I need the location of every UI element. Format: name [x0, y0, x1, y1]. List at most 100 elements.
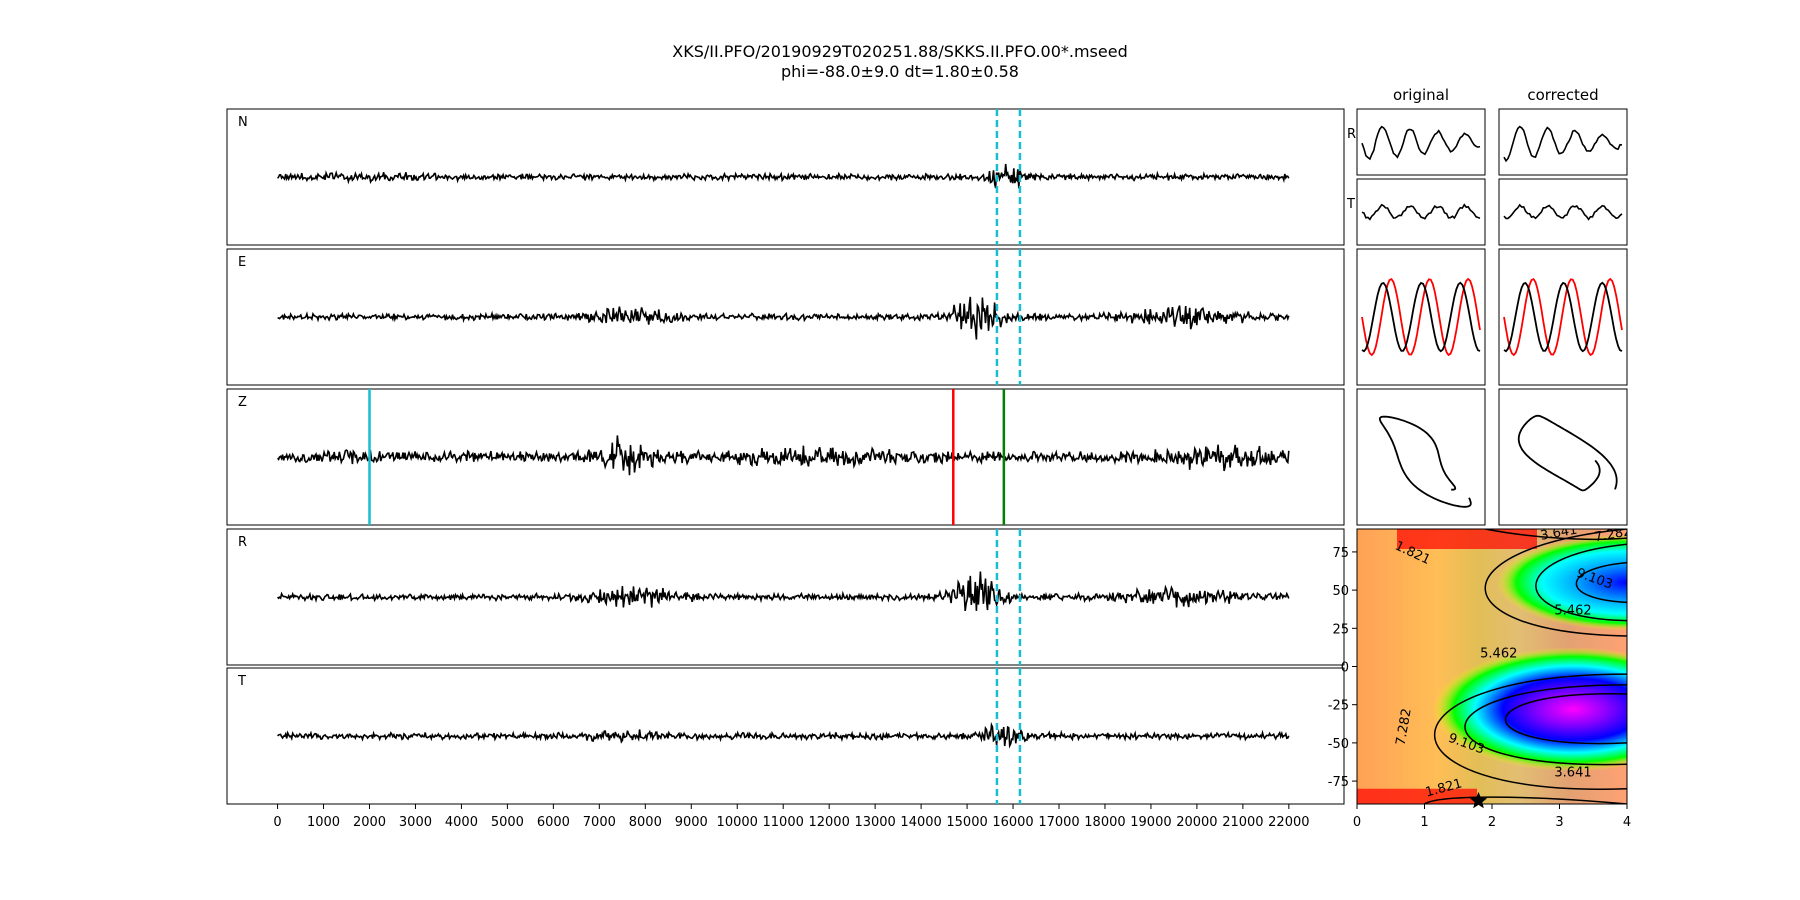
particle-motion-1 [1498, 388, 1628, 526]
y-tick-label: 50 [1332, 584, 1349, 599]
contour-line-7 [1485, 529, 1627, 541]
contour-line-2 [1504, 693, 1627, 745]
title-line-2: phi=-88.0±9.0 dt=1.80±0.58 [781, 62, 1019, 81]
thumb-frame [1356, 178, 1486, 246]
trace-label-N: N [238, 115, 248, 130]
overlay-panel-1 [1498, 248, 1628, 386]
x-tick-label: 4000 [445, 815, 478, 830]
particle-path [1378, 415, 1472, 508]
particle-frame [1498, 388, 1628, 526]
column-title-1: corrected [1527, 86, 1598, 104]
minimum-star-marker [1469, 791, 1488, 809]
thumb-trace [1361, 125, 1481, 161]
surface-x-tick-label: 3 [1555, 815, 1563, 830]
trace-frame-E [226, 248, 1345, 386]
x-tick-label: 20000 [1176, 815, 1217, 830]
trace-panel-N: N [226, 108, 1345, 246]
contour-line-1 [1464, 684, 1627, 766]
thumb-row-label-T: T [1346, 197, 1355, 212]
x-tick-label: 5000 [491, 815, 524, 830]
x-tick-label: 6000 [537, 815, 570, 830]
waveform-E [277, 296, 1290, 340]
particle-motion-0 [1356, 388, 1486, 526]
trace-frame-N [226, 108, 1345, 246]
x-tick-label: 9000 [675, 815, 708, 830]
overlay-trace-1 [1361, 281, 1481, 353]
overlay-frame [1356, 248, 1486, 386]
x-tick-label: 21000 [1222, 815, 1263, 830]
trace-frame-R [226, 528, 1345, 666]
thumb-trace [1503, 203, 1623, 221]
contour-label-5: 5.462 [1480, 646, 1517, 661]
contour-label-6: 7.282 [1394, 707, 1415, 746]
trace-panel-Z: Z [226, 388, 1345, 526]
trace-label-R: R [238, 535, 247, 550]
y-tick-label: -25 [1328, 699, 1349, 714]
contour-line-5 [1535, 543, 1627, 622]
overlay-trace-1 [1503, 281, 1623, 353]
contour-line-0 [1433, 673, 1627, 790]
x-tick-label: 7000 [583, 815, 616, 830]
x-tick-label: 2000 [353, 815, 386, 830]
trace-label-T: T [237, 674, 246, 689]
surface-x-tick-label: 4 [1623, 815, 1631, 830]
surface-x-tick-label: 2 [1488, 815, 1496, 830]
trace-label-E: E [238, 255, 246, 270]
x-tick-label: 1000 [307, 815, 340, 830]
x-tick-label: 22000 [1268, 815, 1309, 830]
title-line-1: XKS/II.PFO/20190929T020251.88/SKKS.II.PF… [672, 42, 1128, 61]
waveform-R [277, 571, 1290, 612]
thumb-frame [1356, 108, 1486, 176]
thumb-frame [1498, 178, 1628, 246]
particle-path [1517, 414, 1618, 492]
trace-label-Z: Z [238, 395, 247, 410]
overlay-trace-0 [1361, 277, 1481, 357]
overlay-frame [1498, 248, 1628, 386]
contour-label-3: 7.282 [1593, 524, 1632, 545]
x-tick-label: 16000 [992, 815, 1033, 830]
y-tick-label: -75 [1328, 775, 1349, 790]
trace-panel-R: R [226, 528, 1345, 666]
surface-x-tick-label: 1 [1420, 815, 1428, 830]
waveform-T [277, 721, 1290, 749]
thumb-R-0 [1356, 108, 1486, 176]
thumb-T-1 [1498, 178, 1628, 246]
x-tick-label: 17000 [1038, 815, 1079, 830]
x-tick-label: 19000 [1130, 815, 1171, 830]
thumb-T-0 [1356, 178, 1486, 246]
x-tick-label: 13000 [854, 815, 895, 830]
x-tick-label: 0 [273, 815, 281, 830]
x-tick-label: 11000 [763, 815, 804, 830]
surface-red-low [1357, 788, 1477, 804]
surface-red-high [1397, 529, 1537, 549]
surface-minimum-region [1433, 647, 1627, 772]
x-tick-label: 3000 [399, 815, 432, 830]
overlay-panel-0 [1356, 248, 1486, 386]
waveform-Z [276, 435, 1290, 476]
trace-panel-E: E [226, 248, 1345, 386]
x-tick-label: 10000 [717, 815, 758, 830]
y-tick-label: 25 [1332, 622, 1349, 637]
thumb-frame [1498, 108, 1628, 176]
waveform-N [276, 163, 1290, 189]
surface-x-tick-label: 0 [1353, 815, 1361, 830]
figure-title: XKS/II.PFO/20190929T020251.88/SKKS.II.PF… [0, 42, 1800, 82]
trace-frame-T [226, 667, 1345, 805]
thumb-R-1 [1498, 108, 1628, 176]
trace-panel-T: T [226, 667, 1345, 805]
overlay-trace-0 [1503, 277, 1623, 357]
x-tick-label: 12000 [808, 815, 849, 830]
x-tick-label: 8000 [629, 815, 662, 830]
contour-line-4 [1484, 529, 1627, 637]
x-tick-label: 15000 [946, 815, 987, 830]
thumb-trace [1361, 203, 1481, 221]
y-tick-label: -50 [1328, 737, 1349, 752]
y-tick-label: 75 [1332, 546, 1349, 561]
y-tick-label: 0 [1341, 661, 1349, 676]
contour-line-6 [1575, 561, 1627, 604]
thumb-trace [1503, 125, 1623, 163]
surface-upper-region [1497, 534, 1627, 631]
contour-line-3 [1424, 796, 1627, 804]
